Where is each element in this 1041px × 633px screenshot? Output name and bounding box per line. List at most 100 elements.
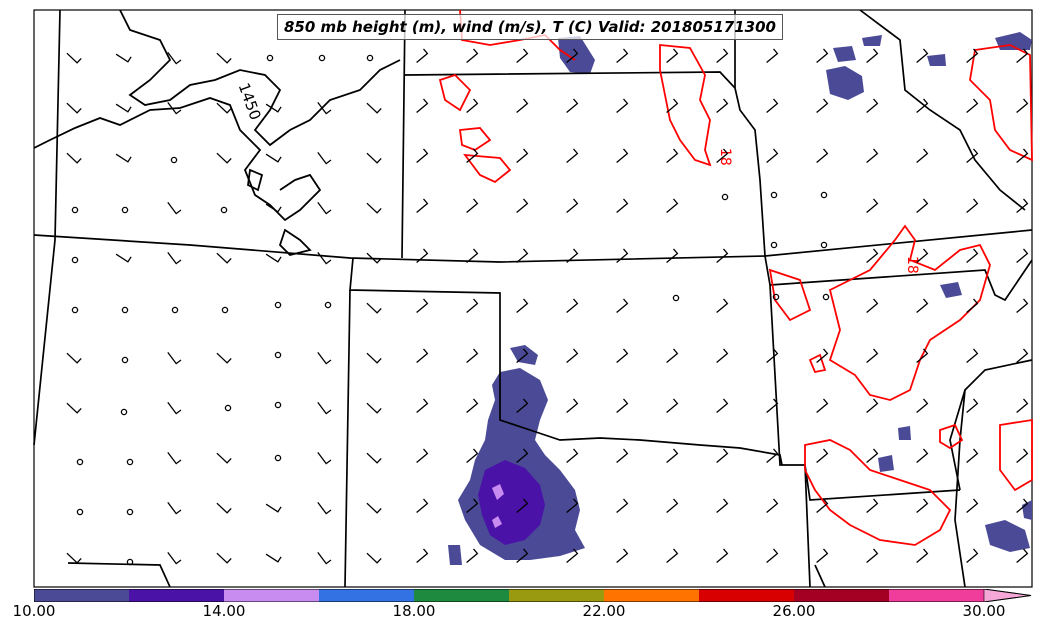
calm-wind-marker bbox=[71, 306, 79, 314]
wind-barb bbox=[916, 348, 929, 363]
wind-barb bbox=[66, 402, 82, 414]
wind-barb bbox=[766, 48, 779, 63]
wind-barb bbox=[866, 398, 879, 413]
temp-contour-small-3 bbox=[463, 153, 512, 184]
colorbar bbox=[33, 587, 1032, 603]
wind-barb bbox=[866, 448, 879, 463]
calm-wind-marker bbox=[772, 293, 780, 301]
precip-blob-iowa3 bbox=[862, 35, 882, 46]
colorbar-ticks: 10.00 14.00 18.00 22.00 26.00 30.00 bbox=[0, 602, 1041, 628]
wind-barb bbox=[167, 352, 182, 365]
colorbar-tick-label: 22.00 bbox=[582, 602, 626, 620]
wind-barb bbox=[66, 552, 82, 564]
wind-barb bbox=[516, 298, 529, 313]
wind-barb bbox=[766, 98, 779, 113]
shaded-precip bbox=[448, 32, 1032, 565]
wind-barb bbox=[666, 548, 679, 563]
colorbar-swatch bbox=[319, 589, 415, 602]
border-tx-la bbox=[804, 464, 811, 588]
colorbar-tick-label: 18.00 bbox=[392, 602, 436, 620]
colorbar-swatch bbox=[414, 589, 510, 602]
wind-barb bbox=[317, 452, 332, 465]
temp-contour-north bbox=[459, 9, 576, 61]
wind-barb bbox=[416, 148, 429, 163]
wind-barb bbox=[265, 503, 282, 513]
border-mexico bbox=[67, 562, 171, 588]
colorbar-swatch bbox=[794, 589, 890, 602]
wind-barb bbox=[566, 348, 579, 363]
wind-barb bbox=[616, 98, 629, 113]
calm-wind-marker bbox=[672, 294, 680, 302]
wind-barb bbox=[866, 98, 879, 113]
calm-wind-marker bbox=[71, 256, 79, 264]
wind-barb bbox=[466, 498, 479, 513]
wind-barb bbox=[416, 548, 429, 563]
wind-barb bbox=[115, 253, 132, 263]
wind-barb bbox=[1016, 448, 1029, 463]
wind-barb bbox=[265, 203, 282, 213]
colorbar-tick-label: 14.00 bbox=[202, 602, 246, 620]
border-ms-river bbox=[954, 389, 966, 588]
wind-barb bbox=[516, 148, 529, 163]
wind-barb bbox=[167, 202, 182, 215]
wind-barb bbox=[466, 398, 479, 413]
wind-barb bbox=[317, 252, 332, 265]
wind-barb bbox=[616, 498, 629, 513]
colorbar-tick-label: 30.00 bbox=[962, 602, 1006, 620]
wind-barb bbox=[616, 398, 629, 413]
height-contour-north bbox=[119, 9, 401, 147]
calm-wind-marker bbox=[126, 508, 134, 516]
calm-wind-marker bbox=[170, 156, 178, 164]
state-borders bbox=[33, 9, 1033, 588]
precip-blob-iowa bbox=[826, 66, 864, 100]
wind-barb bbox=[516, 48, 529, 63]
colorbar-tick-label: 10.00 bbox=[12, 602, 56, 620]
wind-barb bbox=[516, 198, 529, 213]
wind-barb bbox=[216, 252, 232, 264]
wind-barb bbox=[1016, 498, 1029, 513]
wind-barb bbox=[366, 352, 382, 364]
precip-blob-peak bbox=[492, 484, 504, 500]
wind-barb bbox=[716, 498, 729, 513]
wind-barb bbox=[416, 348, 429, 363]
border-ok-tx bbox=[349, 257, 783, 466]
colorbar-swatches bbox=[33, 588, 1032, 603]
height-contour-1450 bbox=[33, 97, 322, 222]
wind-barb bbox=[1016, 98, 1029, 113]
wind-barb bbox=[115, 103, 132, 113]
wind-barb bbox=[716, 448, 729, 463]
wind-barb bbox=[616, 198, 629, 213]
wind-barb bbox=[366, 202, 382, 214]
wind-barb bbox=[616, 248, 629, 263]
calm-wind-marker bbox=[274, 454, 282, 462]
wind-barb bbox=[966, 448, 979, 463]
wind-barb bbox=[265, 253, 282, 263]
precip-blob-peak2 bbox=[492, 516, 502, 528]
wind-barb bbox=[466, 298, 479, 313]
wind-barb bbox=[716, 348, 729, 363]
wind-barb bbox=[516, 498, 529, 513]
colorbar-extend-arrow bbox=[983, 588, 1032, 603]
wind-barb bbox=[265, 153, 282, 163]
calm-wind-marker bbox=[221, 306, 229, 314]
wind-barb bbox=[1016, 48, 1029, 63]
wind-barb bbox=[716, 98, 729, 113]
wind-barb bbox=[216, 502, 232, 514]
wind-barb bbox=[916, 98, 929, 113]
wind-barb bbox=[1016, 398, 1029, 413]
wind-barb bbox=[966, 248, 979, 263]
wind-barb bbox=[216, 452, 232, 464]
border-ia-il bbox=[859, 9, 1026, 211]
wind-barb bbox=[916, 148, 929, 163]
calm-wind-marker bbox=[721, 193, 729, 201]
wind-barb bbox=[366, 502, 382, 514]
colorbar-swatch bbox=[224, 589, 320, 602]
temp-contour-la bbox=[804, 439, 952, 546]
precip-blob-mo bbox=[940, 282, 962, 298]
wind-barb bbox=[616, 348, 629, 363]
wind-barb bbox=[216, 152, 232, 164]
calm-wind-marker bbox=[274, 301, 282, 309]
wind-barb bbox=[966, 198, 979, 213]
wind-barb bbox=[416, 498, 429, 513]
